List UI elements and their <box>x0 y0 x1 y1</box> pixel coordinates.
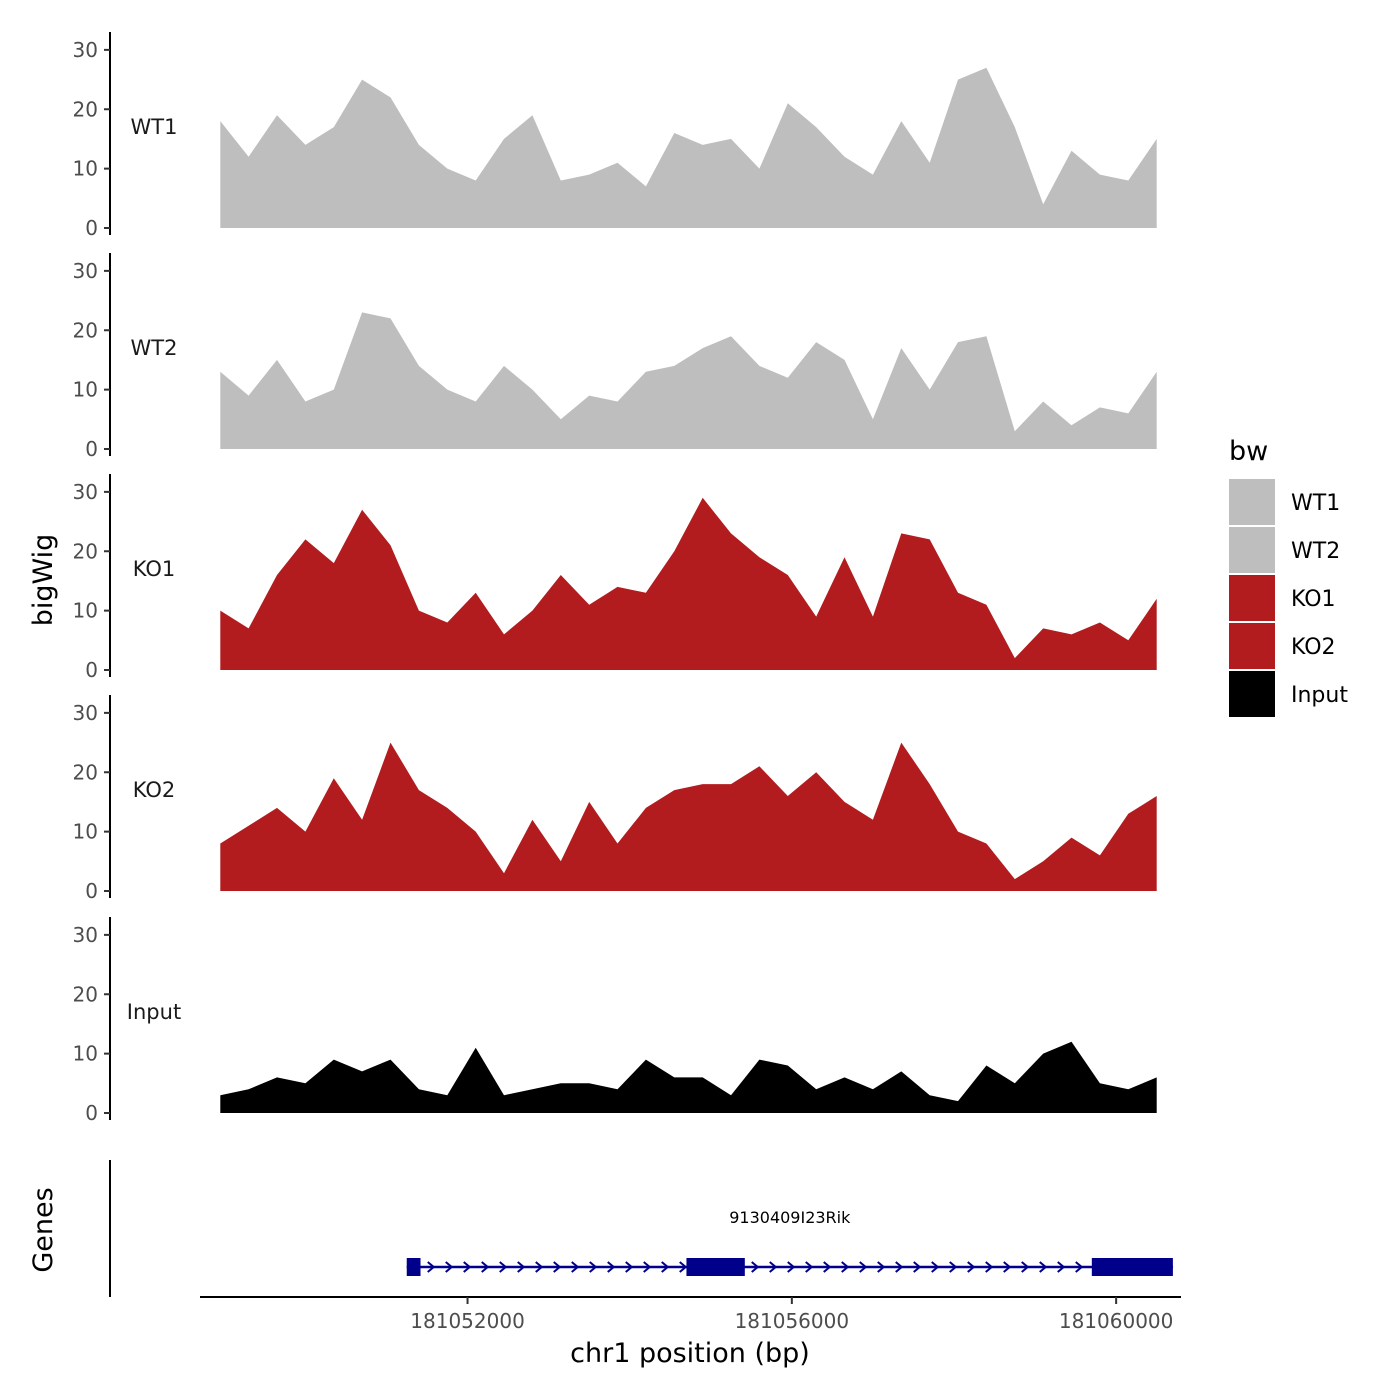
legend-swatch-wt2 <box>1229 527 1275 573</box>
strand-arrow <box>823 1261 832 1273</box>
gene-exon <box>1091 1258 1173 1276</box>
strand-arrow <box>643 1261 652 1273</box>
legend-label-ko1: KO1 <box>1291 587 1336 612</box>
legend-swatch-ko2 <box>1229 623 1275 669</box>
coverage-area-wt2 <box>220 312 1157 449</box>
track-ko2: 0 10 20 30 KO2 <box>73 695 1157 903</box>
strand-arrow <box>751 1261 760 1273</box>
strand-arrow <box>895 1261 904 1273</box>
strand-arrow <box>985 1261 994 1273</box>
y-tick-label: 10 <box>73 157 98 181</box>
strand-arrow <box>535 1261 544 1273</box>
y-tick-label: 0 <box>85 437 98 461</box>
y-tick-label: 30 <box>73 259 98 283</box>
track-input: 0 10 20 30 Input <box>73 917 1157 1125</box>
y-tick-label: 30 <box>73 38 98 62</box>
strand-arrow <box>589 1261 598 1273</box>
y-tick-label: 0 <box>85 216 98 240</box>
x-tick-label: 181052000 <box>410 1309 525 1333</box>
track-label-input: Input <box>127 1000 181 1024</box>
strand-arrow <box>769 1261 778 1273</box>
strand-arrow <box>805 1261 814 1273</box>
strand-arrow <box>967 1261 976 1273</box>
y-tick-label: 20 <box>73 97 98 121</box>
gene-exon <box>406 1258 421 1276</box>
strand-arrow <box>877 1261 886 1273</box>
strand-arrow <box>553 1261 562 1273</box>
y-tick-label: 20 <box>73 539 98 563</box>
x-axis-title: chr1 position (bp) <box>570 1338 810 1369</box>
track-label-wt1: WT1 <box>131 115 178 139</box>
y-tick-label: 30 <box>73 923 98 947</box>
strand-arrow <box>787 1261 796 1273</box>
strand-arrow <box>931 1261 940 1273</box>
legend-swatch-ko1 <box>1229 575 1275 621</box>
gene-track-title: Genes <box>28 1187 59 1272</box>
legend-label-wt2: WT2 <box>1291 539 1340 564</box>
strand-arrow <box>1003 1261 1012 1273</box>
x-axis: 181052000 181056000 181060000 <box>200 1296 1181 1333</box>
legend-label-ko2: KO2 <box>1291 635 1336 660</box>
strand-arrow <box>841 1261 850 1273</box>
legend-swatch-wt1 <box>1229 479 1275 525</box>
legend: bw WT1 WT2 KO1 KO2 Input <box>1229 436 1348 717</box>
strand-arrow <box>625 1261 634 1273</box>
coverage-area-wt1 <box>220 67 1157 228</box>
coverage-area-ko2 <box>220 742 1157 891</box>
y-tick-label: 10 <box>73 820 98 844</box>
y-tick-label: 0 <box>85 658 98 682</box>
track-wt2: 0 10 20 30 WT2 <box>73 253 1157 461</box>
track-ko1: 0 10 20 30 KO1 <box>73 474 1157 682</box>
strand-arrow <box>661 1261 670 1273</box>
strand-arrow <box>499 1261 508 1273</box>
strand-arrow <box>859 1261 868 1273</box>
y-tick-label: 20 <box>73 760 98 784</box>
coverage-tracks: 0 10 20 30 WT1 0 10 20 30 WT2 0 10 20 30 KO1 0 10 20 30 KO2… <box>73 32 1157 1125</box>
strand-arrow <box>1021 1261 1030 1273</box>
y-tick-label: 30 <box>73 701 98 725</box>
strand-arrow <box>445 1261 454 1273</box>
strand-arrow <box>571 1261 580 1273</box>
strand-arrow <box>1075 1261 1084 1273</box>
strand-arrow <box>481 1261 490 1273</box>
strand-arrow <box>607 1261 616 1273</box>
coverage-area-input <box>220 1041 1157 1113</box>
y-axis-title: bigWig <box>28 534 59 627</box>
y-tick-label: 0 <box>85 879 98 903</box>
y-tick-label: 20 <box>73 982 98 1006</box>
strand-arrow <box>913 1261 922 1273</box>
gene-name-label: 9130409I23Rik <box>729 1208 851 1227</box>
y-tick-label: 10 <box>73 378 98 402</box>
track-wt1: 0 10 20 30 WT1 <box>73 32 1157 240</box>
legend-label-input: Input <box>1291 683 1348 708</box>
y-tick-label: 10 <box>73 599 98 623</box>
coverage-area-ko1 <box>220 497 1157 670</box>
strand-arrow <box>679 1261 688 1273</box>
strand-arrow <box>517 1261 526 1273</box>
strand-arrow <box>949 1261 958 1273</box>
strand-arrow <box>463 1261 472 1273</box>
y-tick-label: 0 <box>85 1101 98 1125</box>
strand-arrow <box>427 1261 436 1273</box>
y-tick-label: 10 <box>73 1042 98 1066</box>
y-tick-label: 20 <box>73 318 98 342</box>
legend-title: bw <box>1229 436 1268 467</box>
x-tick-label: 181060000 <box>1059 1309 1174 1333</box>
gene-exon <box>686 1258 745 1276</box>
gene-9130409I23Rik: 9130409I23Rik <box>406 1208 1174 1276</box>
legend-label-wt1: WT1 <box>1291 491 1340 516</box>
legend-swatch-input <box>1229 671 1275 717</box>
x-tick-label: 181056000 <box>735 1309 850 1333</box>
track-label-ko1: KO1 <box>133 557 176 581</box>
track-label-wt2: WT2 <box>131 336 178 360</box>
strand-arrow <box>1057 1261 1066 1273</box>
y-tick-label: 30 <box>73 480 98 504</box>
strand-arrow <box>1039 1261 1048 1273</box>
track-label-ko2: KO2 <box>133 778 176 802</box>
gene-track: 9130409I23Rik <box>109 1160 1174 1297</box>
